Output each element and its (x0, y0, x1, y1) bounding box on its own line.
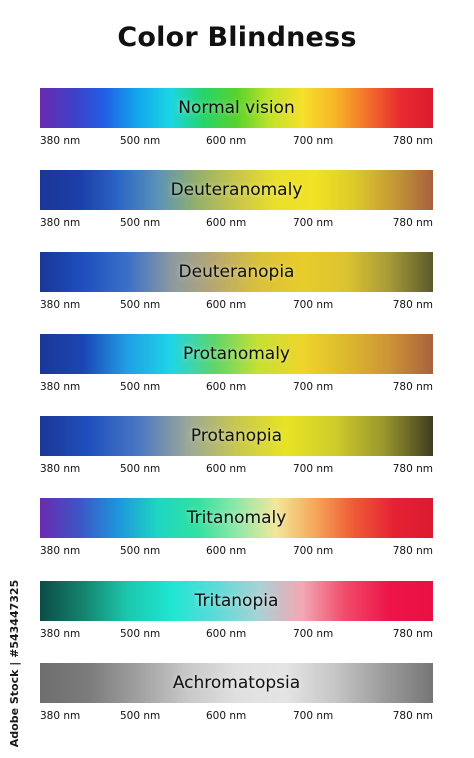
tick-label: 380 nm (40, 135, 81, 147)
spectrum-label: Protanopia (190, 426, 283, 446)
credit-text: Adobe Stock | #543447325 (8, 579, 22, 747)
tick-label: 780 nm (392, 628, 433, 640)
spectrum-bar: Normal vision (40, 88, 433, 128)
tick-label: 500 nm (120, 381, 161, 393)
tick-label: 600 nm (206, 545, 247, 557)
tick-label: 500 nm (120, 135, 161, 147)
wavelength-axis: 380 nm 500 nm 600 nm 700 nm 780 nm (40, 710, 433, 724)
spectrum-deuteranomaly: Deuteranomaly 380 nm 500 nm 600 nm 700 n… (40, 170, 433, 229)
tick-label: 600 nm (206, 217, 247, 229)
spectrum-deuteranopia: Deuteranopia 380 nm 500 nm 600 nm 700 nm… (40, 252, 433, 311)
spectrum-label: Deuteranopia (178, 262, 295, 282)
tick-label: 780 nm (392, 299, 433, 311)
spectrum-label: Achromatopsia (172, 673, 301, 693)
tick-label: 780 nm (392, 545, 433, 557)
tick-label: 500 nm (120, 299, 161, 311)
spectrum-tritanomaly: Tritanomaly 380 nm 500 nm 600 nm 700 nm … (40, 498, 433, 557)
spectrum-label: Protanomaly (183, 344, 290, 364)
spectrum-tritanopia: Tritanopia 380 nm 500 nm 600 nm 700 nm 7… (40, 581, 433, 640)
tick-label: 600 nm (206, 628, 247, 640)
tick-label: 780 nm (392, 217, 433, 229)
tick-label: 700 nm (293, 545, 334, 557)
stock-credit: Adobe Stock | #543447325 (6, 578, 24, 748)
spectrum-label: Tritanopia (194, 591, 279, 611)
tick-label: 600 nm (206, 135, 247, 147)
tick-label: 780 nm (392, 463, 433, 475)
wavelength-axis: 380 nm 500 nm 600 nm 700 nm 780 nm (40, 545, 433, 559)
wavelength-axis: 380 nm 500 nm 600 nm 700 nm 780 nm (40, 299, 433, 313)
spectrum-bar: Protanopia (40, 416, 433, 456)
spectrum-label: Normal vision (178, 98, 295, 118)
tick-label: 380 nm (40, 299, 81, 311)
spectrum-bar: Protanomaly (40, 334, 433, 374)
tick-label: 500 nm (120, 628, 161, 640)
spectrum-normal-vision: Normal vision 380 nm 500 nm 600 nm 700 n… (40, 88, 433, 147)
wavelength-axis: 380 nm 500 nm 600 nm 700 nm 780 nm (40, 135, 433, 149)
page-title: Color Blindness (117, 22, 357, 53)
tick-label: 600 nm (206, 299, 247, 311)
tick-label: 700 nm (293, 463, 334, 475)
tick-label: 380 nm (40, 545, 81, 557)
spectrum-achromatopsia: Achromatopsia 380 nm 500 nm 600 nm 700 n… (40, 663, 433, 722)
tick-label: 780 nm (392, 381, 433, 393)
tick-label: 780 nm (392, 710, 433, 722)
wavelength-axis: 380 nm 500 nm 600 nm 700 nm 780 nm (40, 217, 433, 231)
spectrum-label: Deuteranomaly (170, 180, 303, 200)
spectrum-bar: Deuteranomaly (40, 170, 433, 210)
tick-label: 500 nm (120, 545, 161, 557)
wavelength-axis: 380 nm 500 nm 600 nm 700 nm 780 nm (40, 463, 433, 477)
tick-label: 600 nm (206, 710, 247, 722)
wavelength-axis: 380 nm 500 nm 600 nm 700 nm 780 nm (40, 628, 433, 642)
tick-label: 500 nm (120, 463, 161, 475)
tick-label: 700 nm (293, 135, 334, 147)
tick-label: 700 nm (293, 299, 334, 311)
spectrum-bar: Tritanopia (40, 581, 433, 621)
tick-label: 780 nm (392, 135, 433, 147)
spectrum-protanomaly: Protanomaly 380 nm 500 nm 600 nm 700 nm … (40, 334, 433, 393)
tick-label: 700 nm (293, 381, 334, 393)
tick-label: 700 nm (293, 628, 334, 640)
tick-label: 700 nm (293, 217, 334, 229)
tick-label: 600 nm (206, 463, 247, 475)
spectrum-bar: Deuteranopia (40, 252, 433, 292)
wavelength-axis: 380 nm 500 nm 600 nm 700 nm 780 nm (40, 381, 433, 395)
tick-label: 380 nm (40, 628, 81, 640)
spectrum-bar: Achromatopsia (40, 663, 433, 703)
tick-label: 500 nm (120, 710, 161, 722)
tick-label: 700 nm (293, 710, 334, 722)
tick-label: 380 nm (40, 217, 81, 229)
tick-label: 600 nm (206, 381, 247, 393)
spectrum-label: Tritanomaly (186, 508, 287, 528)
tick-label: 380 nm (40, 381, 81, 393)
tick-label: 380 nm (40, 710, 81, 722)
tick-label: 500 nm (120, 217, 161, 229)
spectrum-protanopia: Protanopia 380 nm 500 nm 600 nm 700 nm 7… (40, 416, 433, 475)
tick-label: 380 nm (40, 463, 81, 475)
spectrum-bar: Tritanomaly (40, 498, 433, 538)
